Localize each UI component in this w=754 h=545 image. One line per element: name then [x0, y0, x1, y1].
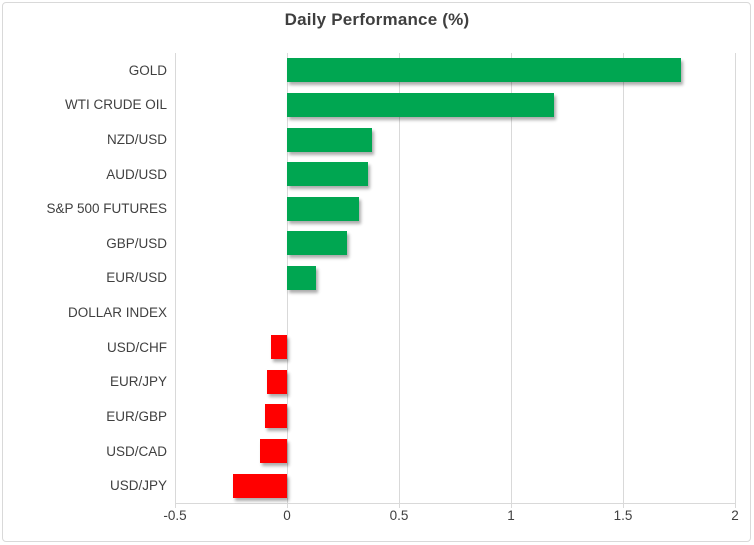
x-tick-label: 1.5	[613, 508, 633, 523]
category-label: S&P 500 FUTURES	[46, 201, 167, 217]
positive-bar	[287, 58, 682, 83]
positive-bar	[287, 127, 373, 152]
plot-area	[175, 53, 736, 508]
category-label: NZD/USD	[107, 132, 167, 148]
category-label: EUR/USD	[106, 270, 167, 286]
category-label: USD/CHF	[107, 339, 167, 355]
gridline	[399, 53, 400, 508]
x-tick-label: 1	[507, 508, 515, 523]
positive-bar	[287, 162, 368, 187]
category-label: GOLD	[128, 62, 167, 78]
bars-layer	[175, 53, 735, 503]
bar-row	[175, 434, 735, 469]
category-label: EUR/GBP	[106, 408, 167, 424]
gridline	[623, 53, 624, 508]
category-label: GBP/USD	[106, 235, 167, 251]
positive-bar	[287, 196, 359, 221]
bar-row	[175, 191, 735, 226]
category-label: WTI CRUDE OIL	[64, 97, 167, 113]
bar-row	[175, 399, 735, 434]
chart-title: Daily Performance (%)	[284, 10, 470, 29]
gridline	[735, 53, 736, 508]
bar-row	[175, 468, 735, 503]
x-tick-label: 0.5	[389, 508, 409, 523]
category-axis: GOLD WTI CRUDE OIL NZD/USD AUD/USD S&P 500 F…	[6, 53, 167, 503]
positive-bar	[287, 231, 348, 256]
bar-row	[175, 330, 735, 365]
gridline	[511, 53, 512, 508]
x-tick-label: -0.5	[163, 508, 187, 523]
category-label: EUR/JPY	[109, 374, 167, 390]
bar-row	[175, 364, 735, 399]
negative-bar	[264, 404, 287, 429]
negative-bar	[266, 369, 287, 394]
negative-bar	[233, 473, 287, 498]
positive-bar	[287, 92, 554, 117]
bar-row	[175, 157, 735, 192]
negative-bar	[260, 439, 287, 463]
bar-row	[175, 122, 735, 157]
category-label: USD/JPY	[109, 478, 167, 494]
bar-row	[175, 53, 735, 88]
bar-row	[175, 261, 735, 296]
category-label: AUD/USD	[106, 166, 167, 182]
bar-row	[175, 295, 735, 330]
category-label: USD/CAD	[106, 443, 167, 459]
category-label: DOLLAR INDEX	[67, 305, 167, 321]
gridline	[175, 53, 176, 508]
bar-row	[175, 226, 735, 261]
positive-bar	[287, 265, 317, 290]
x-axis-tick-labels: -0.5 0 0.5 1 1.5 2	[0, 508, 754, 530]
x-tick-label: 0	[283, 508, 291, 523]
negative-bar	[271, 335, 287, 360]
x-tick-label: 2	[731, 508, 739, 523]
bar-row	[175, 88, 735, 123]
